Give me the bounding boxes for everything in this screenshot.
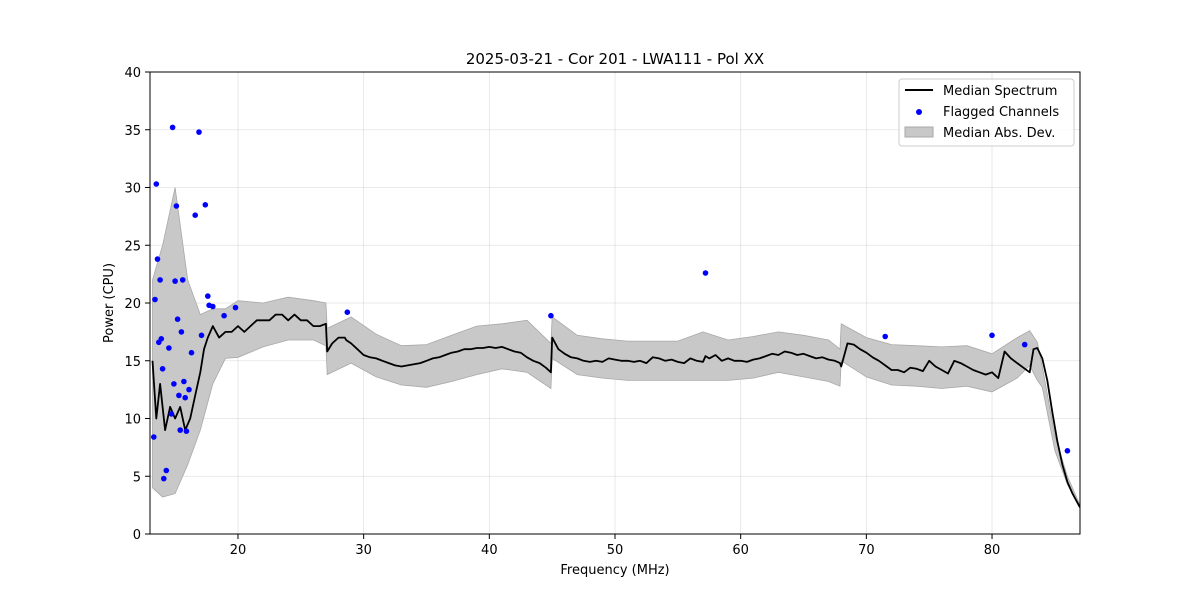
flagged-channel-point — [221, 312, 227, 319]
flagged-channel-point — [158, 336, 165, 342]
flagged-channel-point — [1021, 341, 1028, 348]
flagged-channel-point — [173, 203, 180, 209]
x-tick-label: 30 — [355, 543, 372, 558]
flagged-channel-point — [205, 293, 211, 299]
flagged-channel-point — [161, 475, 167, 482]
y-axis: 0 5 10 15 20 25 30 35 40 — [124, 66, 150, 543]
flagged-channel-point — [178, 329, 185, 335]
flagged-channel-points — [151, 124, 1071, 482]
y-tick-label: 0 — [133, 528, 141, 543]
flagged-channel-point — [179, 277, 186, 283]
flagged-channel-point — [157, 277, 163, 283]
x-tick-label: 80 — [984, 543, 1001, 558]
flagged-channel-point — [151, 434, 157, 440]
y-tick-label: 35 — [124, 124, 141, 139]
x-tick-label: 40 — [481, 543, 498, 558]
legend-median-label: Median Spectrum — [943, 84, 1057, 99]
x-tick-label: 20 — [230, 543, 247, 558]
x-axis: 20 30 40 50 60 70 80 — [230, 534, 1001, 558]
legend-mad-label: Median Abs. Dev. — [943, 126, 1055, 141]
x-axis-label: Frequency (MHz) — [560, 563, 669, 578]
plot-area — [151, 124, 1080, 508]
flagged-channel-point — [344, 309, 351, 316]
y-tick-label: 10 — [124, 413, 141, 428]
y-tick-label: 25 — [124, 239, 141, 254]
flagged-channel-point — [182, 394, 188, 401]
legend-mad-swatch — [904, 126, 934, 138]
flagged-channel-point — [153, 181, 160, 187]
flagged-channel-point — [163, 467, 170, 474]
flagged-channel-point — [171, 381, 177, 387]
flagged-channel-point — [169, 124, 176, 131]
y-tick-label: 20 — [124, 297, 141, 312]
legend-box — [898, 78, 1075, 147]
flagged-channel-point — [548, 312, 554, 319]
flagged-channel-point — [1064, 448, 1071, 454]
y-tick-label: 40 — [124, 66, 141, 81]
flagged-channel-point — [176, 392, 182, 399]
legend-flagged-swatch — [916, 109, 922, 115]
flagged-channel-point — [152, 296, 158, 303]
flagged-channel-point — [177, 427, 183, 433]
flagged-channel-point — [192, 212, 198, 218]
flagged-channel-point — [989, 332, 995, 339]
flagged-channel-point — [232, 304, 239, 311]
flagged-channel-point — [186, 386, 192, 393]
y-axis-label: Power (CPU) — [102, 263, 117, 343]
x-tick-label: 50 — [607, 543, 624, 558]
legend: Median Spectrum Flagged Channels Median … — [898, 78, 1075, 147]
flagged-channel-point — [210, 303, 216, 310]
flagged-channel-point — [154, 256, 161, 262]
flagged-channel-point — [196, 129, 202, 135]
y-tick-label: 15 — [124, 355, 141, 370]
x-tick-label: 60 — [732, 543, 749, 558]
y-tick-label: 5 — [133, 470, 141, 485]
median-abs-dev-band — [152, 187, 1080, 508]
flagged-channel-point — [166, 345, 172, 351]
flagged-channel-point — [188, 349, 195, 356]
median-spectrum-line — [151, 313, 1080, 508]
flagged-channel-point — [702, 270, 709, 276]
flagged-channel-point — [181, 378, 187, 385]
y-tick-label: 30 — [124, 182, 141, 197]
flagged-channel-point — [183, 428, 190, 435]
flagged-channel-point — [172, 278, 178, 284]
flagged-channel-point — [198, 332, 205, 339]
chart-title: 2025-03-21 - Cor 201 - LWA111 - Pol XX — [466, 50, 764, 68]
flagged-channel-point — [159, 366, 166, 372]
legend-flagged-label: Flagged Channels — [943, 105, 1059, 120]
flagged-channel-point — [168, 411, 175, 417]
flagged-channel-point — [202, 202, 209, 208]
flagged-channel-point — [882, 333, 888, 340]
flagged-channel-point — [174, 316, 181, 323]
x-tick-label: 70 — [858, 543, 875, 558]
